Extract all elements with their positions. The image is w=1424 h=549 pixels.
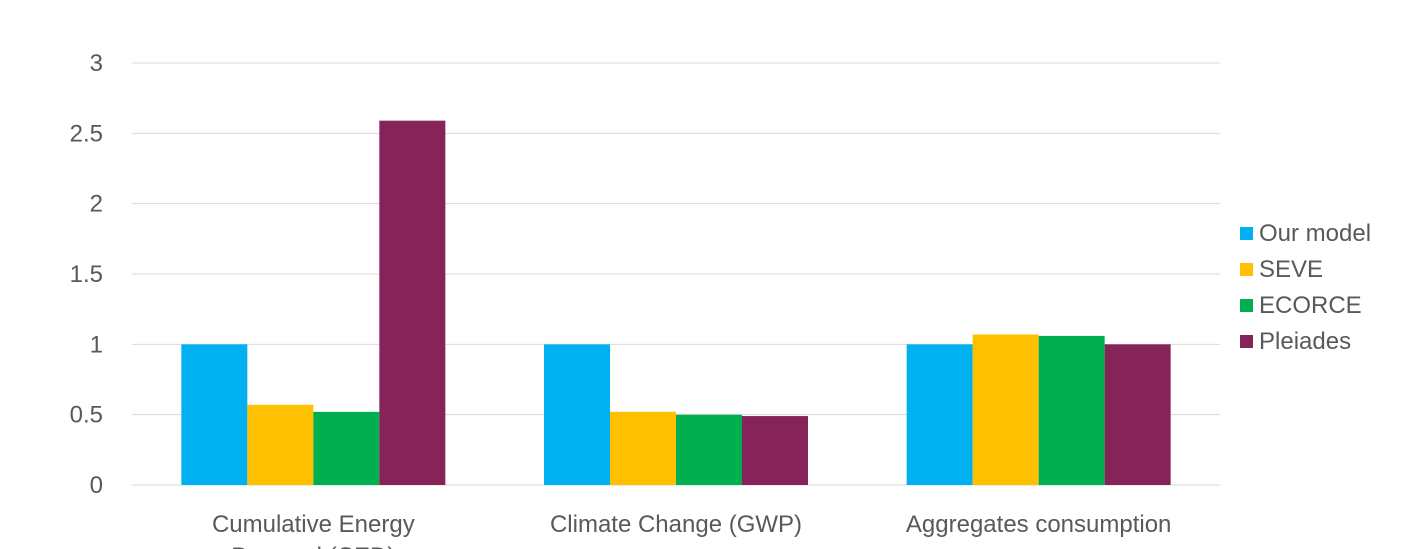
bar-our-model <box>181 344 248 485</box>
x-category-label: Cumulative Energy <box>212 511 415 538</box>
legend-label: Pleiades <box>1259 328 1351 355</box>
x-category-label: Climate Change (GWP) <box>550 511 802 538</box>
bar-seve <box>610 411 676 485</box>
bar-pleiades <box>742 416 808 485</box>
y-tick-label: 3 <box>90 50 103 77</box>
legend-swatch <box>1240 299 1253 312</box>
legend-label: ECORCE <box>1259 292 1362 319</box>
bar-ecorce <box>676 414 742 485</box>
bar-ecorce <box>1038 335 1105 485</box>
bar-seve <box>972 334 1039 485</box>
y-tick-label: 1 <box>90 331 103 358</box>
legend-swatch <box>1240 335 1253 348</box>
y-axis-ticks: 0 0.5 1 1.5 2 2.5 3 <box>70 50 103 499</box>
legend-label: Our model <box>1259 220 1371 247</box>
legend-swatch <box>1240 227 1253 240</box>
x-category-label: Demand (CED) <box>231 543 395 549</box>
bar-ecorce <box>313 411 380 485</box>
y-tick-label: 2 <box>90 191 103 218</box>
legend-label: SEVE <box>1259 256 1323 283</box>
bar-our-model <box>906 344 973 485</box>
bar-pleiades <box>379 120 446 485</box>
legend-swatch <box>1240 263 1253 276</box>
x-axis-categories: Cumulative Energy Demand (CED) Climate Cha… <box>212 511 1171 549</box>
y-tick-label: 0 <box>90 472 103 499</box>
y-tick-label: 2.5 <box>70 120 103 147</box>
bar-seve <box>247 404 314 485</box>
y-tick-label: 0.5 <box>70 402 103 429</box>
bars <box>181 120 1171 485</box>
x-category-label: Aggregates consumption <box>906 511 1172 538</box>
legend: Our model SEVE ECORCE Pleiades <box>1240 220 1371 355</box>
bar-pleiades <box>1104 344 1171 485</box>
bar-our-model <box>544 344 610 485</box>
y-tick-label: 1.5 <box>70 261 103 288</box>
